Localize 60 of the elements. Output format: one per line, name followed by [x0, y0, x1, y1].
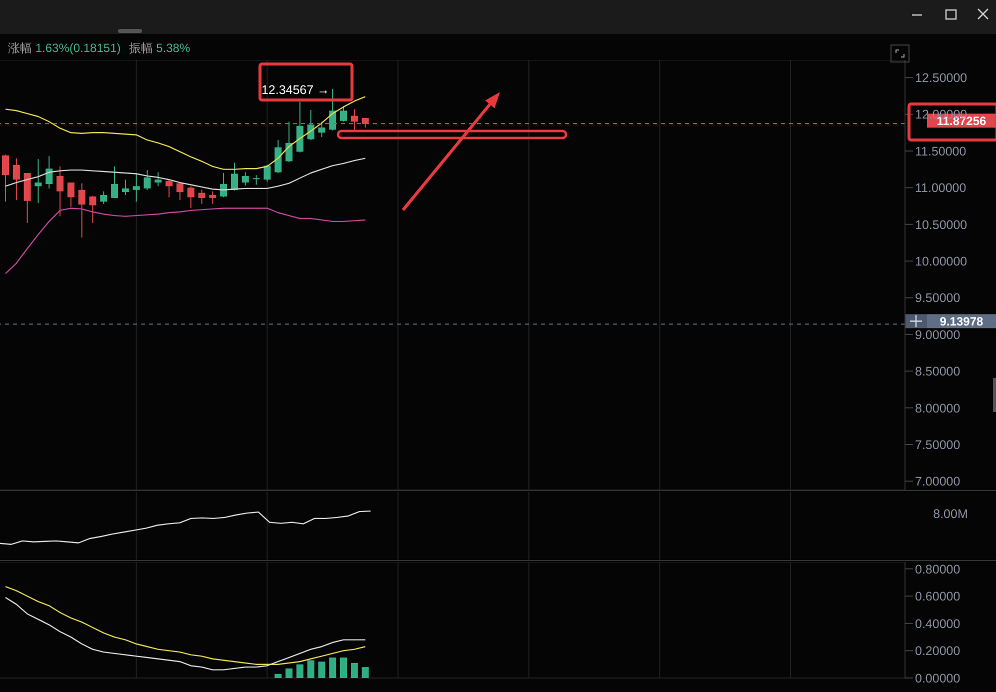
bar [285, 668, 292, 678]
candlestick [34, 158, 42, 204]
bar [307, 660, 314, 678]
y-tick-label: 9.50000 [915, 291, 960, 306]
candlestick [187, 186, 194, 209]
bar [350, 662, 358, 678]
candlestick [318, 121, 326, 138]
bar [296, 664, 304, 678]
line-series [4, 586, 366, 665]
candlestick [46, 156, 53, 189]
y-tick-label: 0.20000 [915, 644, 960, 658]
annotation: 12.34567 → [261, 82, 330, 97]
y-tick-label: 10.50000 [915, 218, 968, 232]
candlestick [264, 164, 271, 182]
y-tick-label: 7.50000 [915, 438, 960, 452]
candlestick [176, 182, 184, 201]
candlestick [166, 179, 173, 198]
candlestick [122, 179, 129, 196]
text: 振幅 5.38% [128, 41, 190, 55]
candlestick [100, 190, 108, 204]
bar [340, 658, 348, 678]
line-series [4, 208, 366, 274]
y-tick-label: 0.00000 [915, 671, 960, 686]
y-tick-label: 8.00000 [915, 401, 960, 416]
y-tick-label: 9.00000 [915, 328, 960, 342]
y-tick-label: 7.00000 [915, 474, 960, 489]
text: 8.00M [932, 507, 969, 521]
ref-line-label: 9.13978 [940, 314, 984, 329]
candlestick [209, 190, 216, 204]
candlestick [285, 121, 292, 162]
candlestick [2, 154, 9, 202]
candlestick [329, 88, 336, 131]
bar [274, 674, 282, 678]
y-tick-label: 0.80000 [915, 562, 960, 576]
y-tick-label: 8.50000 [915, 364, 960, 379]
bar [362, 667, 369, 678]
candlestick [230, 162, 238, 192]
y-tick-label: 12.50000 [915, 71, 968, 86]
y-tick-label: 10.00000 [915, 254, 968, 268]
y-tick-label: 0.40000 [915, 616, 960, 631]
text: 涨幅 1.63%(0.18151) [8, 41, 121, 55]
candlestick [56, 166, 64, 217]
candlestick [154, 172, 162, 187]
candlestick [198, 189, 206, 204]
candlestick [67, 182, 74, 208]
y-tick-label: 11.50000 [915, 144, 966, 158]
y-tick-label: 11.00000 [915, 181, 966, 196]
candlestick [132, 172, 140, 202]
candlestick [78, 182, 86, 238]
candlestick [111, 166, 118, 198]
line-series [4, 596, 366, 670]
bar [318, 662, 326, 678]
candlestick [12, 158, 20, 201]
bar [329, 658, 336, 678]
candlestick [340, 106, 348, 122]
candlestick [252, 174, 260, 186]
y-tick-label: 0.60000 [915, 590, 960, 604]
candlestick [144, 170, 151, 190]
candlestick [89, 195, 96, 224]
candlestick [242, 172, 249, 186]
